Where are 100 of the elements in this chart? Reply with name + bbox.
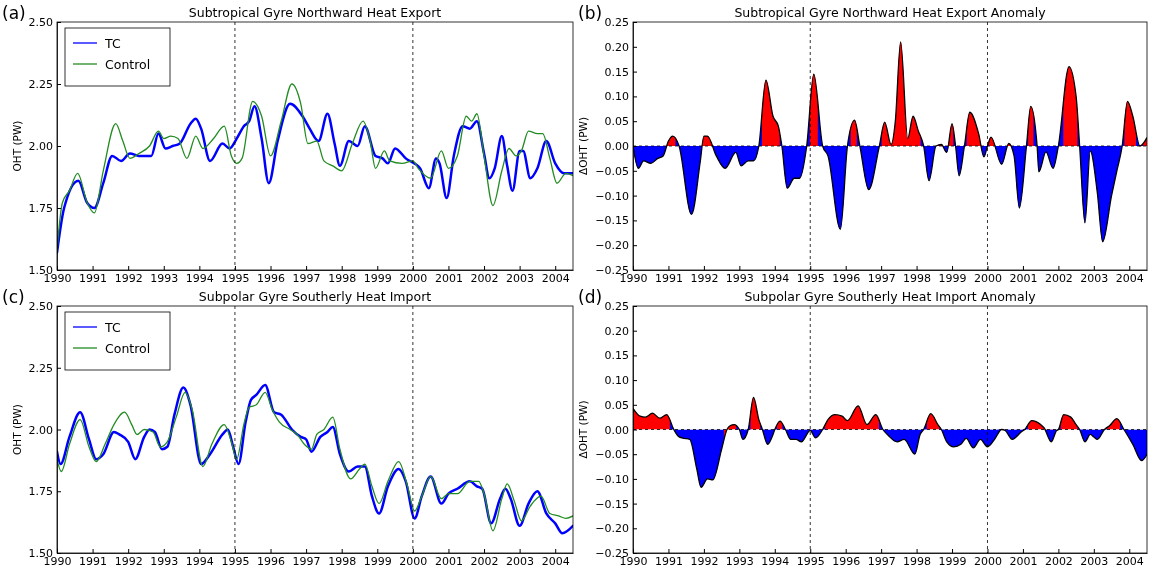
y-tick-label: −0.15 bbox=[595, 214, 629, 228]
x-tick-label: 1993 bbox=[725, 554, 754, 568]
chart-title: Subtropical Gyre Northward Heat Export bbox=[188, 5, 442, 20]
x-tick-label: 1998 bbox=[328, 554, 357, 568]
x-tick-label: 1993 bbox=[725, 271, 754, 285]
x-tick-label: 1994 bbox=[761, 554, 790, 568]
y-tick-label: 1.75 bbox=[28, 202, 53, 216]
legend-label: TC bbox=[104, 319, 121, 335]
x-tick-label: 2003 bbox=[1080, 554, 1109, 568]
x-tick-label: 1995 bbox=[221, 271, 250, 285]
x-tick-label: 2002 bbox=[470, 554, 499, 568]
x-tick-label: 1996 bbox=[832, 271, 861, 285]
legend-label: Control bbox=[105, 340, 151, 356]
legend-label: TC bbox=[104, 35, 121, 51]
y-axis-title: ΔOHT (PW) bbox=[577, 400, 590, 459]
x-tick-label: 1992 bbox=[114, 271, 143, 285]
y-tick-label: 0.10 bbox=[604, 90, 629, 104]
x-tick-label: 2000 bbox=[399, 271, 428, 285]
y-axis-title: ΔOHT (PW) bbox=[577, 116, 590, 176]
y-tick-label: −0.05 bbox=[595, 448, 629, 462]
y-tick-label: 0.20 bbox=[604, 324, 629, 338]
chart-title: Subpolar Gyre Southerly Heat Import Anomaly bbox=[744, 289, 1037, 304]
x-tick-label: 1997 bbox=[867, 271, 896, 285]
text: (a) bbox=[2, 3, 26, 23]
x-tick-label: 2003 bbox=[506, 554, 535, 568]
chart-title: Subtropical Gyre Northward Heat Export Anomaly bbox=[734, 5, 1047, 20]
text: (d) bbox=[578, 287, 603, 307]
x-tick-label: 1991 bbox=[654, 271, 683, 285]
x-tick-label: 1998 bbox=[328, 271, 357, 285]
y-tick-label: 0.15 bbox=[604, 65, 629, 79]
x-tick-label: 1993 bbox=[150, 271, 179, 285]
x-tick-label: 2000 bbox=[973, 554, 1002, 568]
x-tick-label: 2001 bbox=[434, 554, 463, 568]
x-tick-label: 2003 bbox=[506, 271, 535, 285]
x-tick-label: 1997 bbox=[292, 554, 321, 568]
y-tick-label: 2.25 bbox=[28, 78, 53, 92]
y-tick-label: 2.00 bbox=[28, 140, 53, 154]
y-tick-label: −0.20 bbox=[595, 522, 629, 536]
x-tick-label: 2002 bbox=[470, 271, 499, 285]
x-tick-label: 1996 bbox=[832, 554, 861, 568]
y-tick-label: 2.50 bbox=[28, 16, 53, 30]
y-tick-label: 0.05 bbox=[604, 398, 629, 412]
x-tick-label: 1996 bbox=[257, 554, 286, 568]
x-tick-label: 1994 bbox=[185, 554, 214, 568]
x-tick-label: 1998 bbox=[903, 271, 932, 285]
x-tick-label: 2000 bbox=[399, 554, 428, 568]
chart-title: Subpolar Gyre Southerly Heat Import bbox=[198, 289, 432, 304]
x-tick-label: 1999 bbox=[363, 271, 392, 285]
x-tick-label: 1991 bbox=[79, 271, 108, 285]
x-tick-label: 1992 bbox=[114, 554, 143, 568]
y-tick-label: 2.25 bbox=[28, 361, 53, 375]
x-tick-label: 1991 bbox=[654, 554, 683, 568]
x-tick-label: 2002 bbox=[1044, 271, 1073, 285]
y-tick-label: 0.00 bbox=[604, 423, 629, 437]
x-tick-label: 2000 bbox=[973, 271, 1002, 285]
x-tick-label: 1997 bbox=[292, 271, 321, 285]
x-tick-label: 2003 bbox=[1080, 271, 1109, 285]
y-tick-label: 0.10 bbox=[604, 374, 629, 388]
x-tick-label: 2001 bbox=[434, 271, 463, 285]
y-tick-label: 0.20 bbox=[604, 40, 629, 54]
x-tick-label: 2001 bbox=[1009, 271, 1038, 285]
text: (c) bbox=[2, 287, 25, 307]
y-tick-label: 0.25 bbox=[604, 16, 629, 30]
y-axis-title: OHT (PW) bbox=[10, 120, 23, 172]
y-tick-label: −0.20 bbox=[595, 239, 629, 253]
x-tick-label: 2002 bbox=[1044, 554, 1073, 568]
x-tick-label: 1998 bbox=[903, 554, 932, 568]
x-tick-label: 1994 bbox=[185, 271, 214, 285]
x-tick-label: 2004 bbox=[541, 554, 570, 568]
x-tick-label: 1992 bbox=[690, 554, 719, 568]
x-tick-label: 1995 bbox=[796, 271, 825, 285]
x-tick-label: 1992 bbox=[690, 271, 719, 285]
y-tick-label: 0.05 bbox=[604, 115, 629, 129]
y-tick-label: 2.50 bbox=[28, 300, 53, 314]
y-axis-title: OHT (PW) bbox=[10, 404, 23, 455]
x-tick-label: 2004 bbox=[541, 271, 570, 285]
x-tick-label: 2004 bbox=[1115, 554, 1144, 568]
y-tick-label: −0.10 bbox=[595, 189, 629, 203]
y-tick-label: 1.75 bbox=[28, 485, 53, 499]
y-tick-label: −0.10 bbox=[595, 472, 629, 486]
y-tick-label: 0.15 bbox=[604, 349, 629, 363]
y-tick-label: 0.00 bbox=[604, 140, 629, 154]
x-tick-label: 1997 bbox=[867, 554, 896, 568]
x-tick-label: 1999 bbox=[363, 554, 392, 568]
y-tick-label: 0.25 bbox=[604, 300, 629, 314]
x-tick-label: 1993 bbox=[150, 554, 179, 568]
x-tick-label: 2001 bbox=[1009, 554, 1038, 568]
y-tick-label: −0.15 bbox=[595, 497, 629, 511]
x-tick-label: 1995 bbox=[796, 554, 825, 568]
x-tick-label: 1994 bbox=[761, 271, 790, 285]
legend-label: Control bbox=[105, 56, 151, 72]
x-tick-label: 1995 bbox=[221, 554, 250, 568]
y-tick-label: 2.00 bbox=[28, 423, 53, 437]
x-tick-label: 1999 bbox=[938, 271, 967, 285]
x-tick-label: 1999 bbox=[938, 554, 967, 568]
x-tick-label: 1996 bbox=[257, 271, 286, 285]
text: (b) bbox=[578, 3, 603, 23]
y-tick-label: −0.05 bbox=[595, 164, 629, 178]
x-tick-label: 2004 bbox=[1115, 271, 1144, 285]
x-tick-label: 1991 bbox=[79, 554, 108, 568]
